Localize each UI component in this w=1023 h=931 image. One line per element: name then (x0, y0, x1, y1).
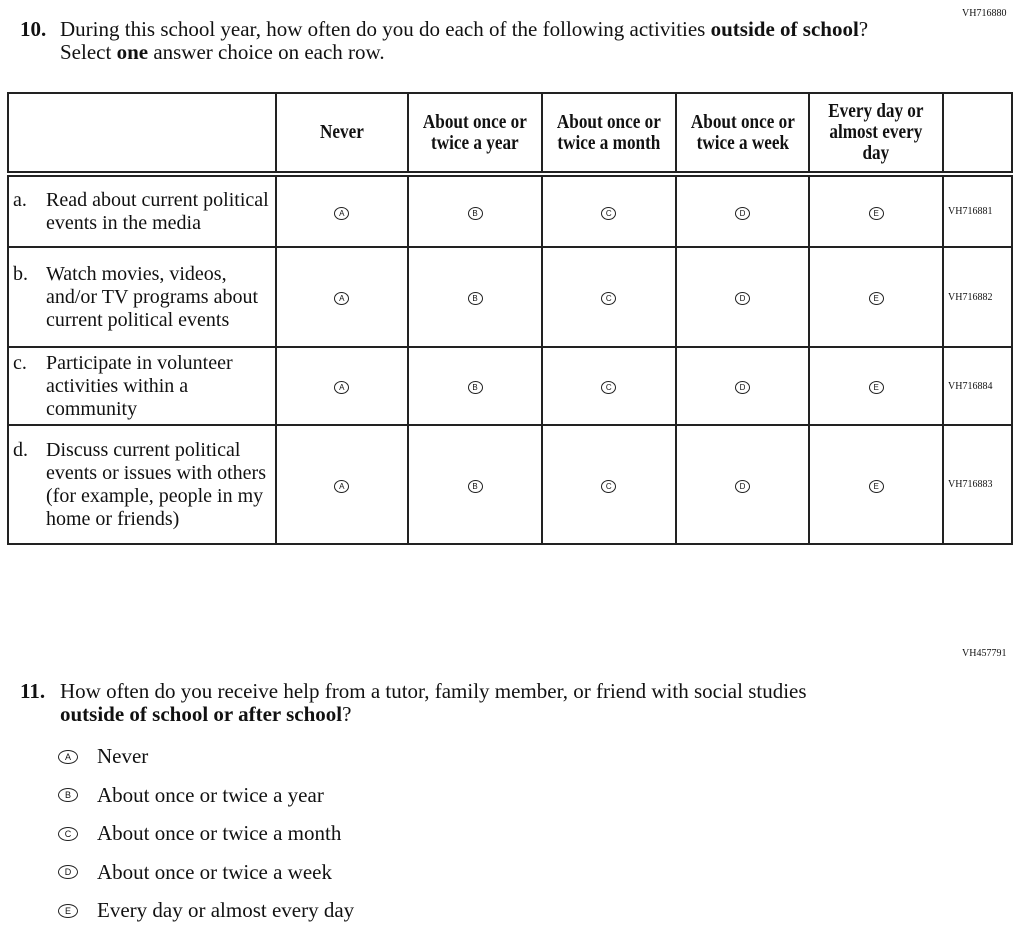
answer-cell: A (274, 346, 410, 426)
answer-bubble-b[interactable]: B (467, 206, 483, 220)
table-row: a. Read about current political events in… (7, 173, 1013, 248)
blank-header (7, 92, 277, 177)
grid-header: Never About once or twice a year About o… (7, 92, 1013, 177)
text: During this school year, how often do yo… (60, 17, 711, 41)
answer-bubble-e[interactable]: E (868, 479, 884, 493)
answer-bubble-b[interactable]: B (467, 381, 483, 394)
answer-bubble-b[interactable]: B (467, 292, 483, 305)
answer-bubble-c[interactable]: C (58, 826, 78, 841)
answer-option[interactable]: B About once or twice a year (58, 783, 324, 808)
answer-bubble-e[interactable]: E (868, 206, 884, 220)
text: ? (342, 702, 352, 726)
item-code: VH716881 (942, 173, 1013, 248)
emphasis: outside of school or after school (60, 702, 343, 726)
text: ? Select (60, 17, 869, 64)
answer-bubble-d[interactable]: D (734, 381, 750, 394)
answer-cell: A (274, 424, 410, 545)
answer-bubble-a[interactable]: A (334, 206, 350, 220)
question-text: During this school year, how often do yo… (60, 18, 900, 64)
answer-cell: B (407, 173, 543, 248)
item-code: VH716884 (942, 346, 1013, 426)
answer-cell: A (274, 173, 410, 248)
answer-cell: D (674, 346, 811, 426)
answer-bubble-b[interactable]: B (58, 788, 78, 802)
option-label: About once or twice a year (97, 782, 324, 807)
table-row: b. Watch movies, videos, and/or TV progra… (7, 246, 1013, 348)
column-header: Never (274, 92, 410, 177)
emphasis: one (116, 40, 149, 64)
answer-cell: B (407, 346, 543, 426)
column-header: Every day or almost every day (808, 92, 945, 177)
column-header: About once or twice a year (407, 92, 543, 177)
answer-cell: C (540, 246, 677, 348)
option-label: About once or twice a month (97, 821, 342, 845)
option-label: Every day or almost every day (97, 898, 355, 922)
answer-cell: D (674, 246, 811, 348)
answer-bubble-a[interactable]: A (334, 381, 350, 394)
item-code: VH716883 (942, 424, 1013, 545)
answer-cell: A (274, 246, 410, 348)
answer-bubble-c[interactable]: C (601, 206, 617, 220)
column-header: About once or twice a week (674, 92, 811, 177)
answer-cell: B (407, 424, 543, 545)
question-number: 10. (20, 17, 47, 41)
answer-cell: E (808, 246, 945, 348)
answer-option[interactable]: D About once or twice a week (58, 860, 332, 885)
answer-option[interactable]: C About once or twice a month (58, 821, 341, 846)
row-label: b. Watch movies, videos, and/or TV progra… (7, 246, 277, 348)
emphasis: outside of school (710, 17, 859, 41)
answer-bubble-c[interactable]: C (601, 381, 617, 394)
answer-cell: C (540, 173, 677, 248)
question-number: 11. (20, 679, 46, 703)
answer-bubble-b[interactable]: B (467, 479, 483, 493)
text: answer choice on each row. (148, 40, 385, 64)
column-header: About once or twice a month (540, 92, 677, 177)
answer-cell: D (674, 424, 811, 545)
option-label: About once or twice a week (97, 859, 332, 884)
answer-bubble-c[interactable]: C (601, 292, 617, 305)
table-row: d. Discuss current political events or is… (7, 424, 1013, 545)
answer-cell: E (808, 346, 945, 426)
answer-bubble-d[interactable]: D (734, 206, 750, 220)
answer-cell: C (540, 424, 677, 545)
blank-header (942, 92, 1013, 177)
question-text: How often do you receive help from a tut… (60, 680, 860, 726)
row-label: c. Participate in volunteer activities wi… (7, 346, 277, 426)
table-row: c. Participate in volunteer activities wi… (7, 346, 1013, 426)
answer-bubble-e[interactable]: E (868, 292, 884, 305)
answer-bubble-a[interactable]: A (334, 479, 350, 493)
answer-cell: D (674, 173, 811, 248)
answer-cell: C (540, 346, 677, 426)
answer-cell: E (808, 173, 945, 248)
answer-bubble-a[interactable]: A (58, 749, 78, 764)
item-code: VH716882 (942, 246, 1013, 348)
item-code: VH716880 (962, 8, 1007, 19)
answer-bubble-a[interactable]: A (334, 292, 350, 305)
answer-bubble-e[interactable]: E (58, 903, 78, 918)
row-label: a. Read about current political events in… (7, 173, 277, 248)
answer-bubble-d[interactable]: D (58, 865, 78, 879)
answer-bubble-d[interactable]: D (734, 479, 750, 493)
answer-cell: B (407, 246, 543, 348)
answer-bubble-c[interactable]: C (601, 479, 617, 493)
answer-option[interactable]: E Every day or almost every day (58, 898, 354, 923)
text: How often do you receive help from a tut… (60, 679, 807, 703)
response-grid: Never About once or twice a year About o… (7, 92, 1013, 545)
row-label: d. Discuss current political events or is… (7, 424, 277, 545)
option-label: Never (97, 744, 149, 768)
answer-bubble-d[interactable]: D (734, 292, 750, 305)
answer-cell: E (808, 424, 945, 545)
answer-bubble-e[interactable]: E (868, 381, 884, 394)
item-code: VH457791 (962, 648, 1007, 659)
answer-option[interactable]: A Never (58, 744, 148, 769)
